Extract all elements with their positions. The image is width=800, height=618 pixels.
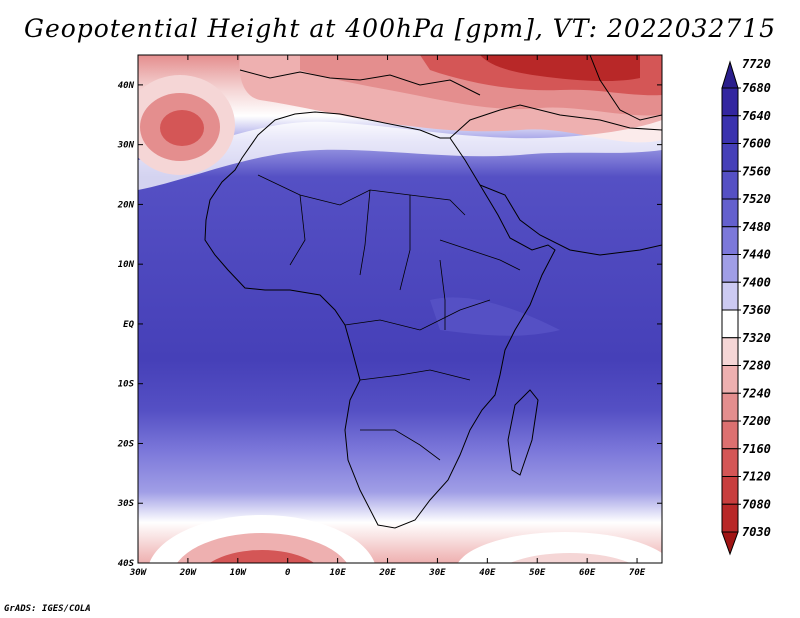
colorbar-label: 7680	[742, 81, 771, 95]
lon-tick-label: 70E	[629, 568, 646, 578]
border-chad-sudan	[399, 195, 411, 291]
colorbar-segment	[721, 115, 739, 144]
north-white-band	[138, 120, 662, 190]
lat-tick-label: 10N	[118, 260, 135, 270]
lat-tick-label: EQ	[123, 320, 134, 330]
colorbar-label: 7560	[742, 164, 771, 178]
colorbar-label: 7600	[742, 137, 771, 151]
lon-tick-label: 10E	[329, 568, 346, 578]
country-borders	[257, 174, 521, 461]
colorbar-label: 7160	[742, 442, 771, 456]
lat-tick-label: 20S	[117, 439, 135, 449]
madagascar-coastline	[507, 389, 539, 476]
lat-tick-label: 30S	[117, 499, 135, 509]
colorbar-segment	[721, 365, 739, 394]
colorbar-label: 7400	[742, 275, 771, 289]
lon-tick-label: 60E	[579, 568, 596, 578]
colorbar-top-arrow	[721, 60, 739, 89]
colorbar-label-min: 7030	[742, 525, 771, 539]
border-horn	[439, 239, 521, 271]
colorbar-label: 7240	[742, 386, 771, 400]
colorbar-label: 7120	[742, 470, 771, 484]
colorbar-label: 7320	[742, 331, 771, 345]
latitude-axis: 40N 30N 20N 10N EQ 10S 20S 30S 40S	[117, 81, 662, 569]
colorbar-segment	[721, 87, 739, 117]
colorbar-label: 7440	[742, 248, 771, 262]
colorbar-segment	[721, 337, 739, 366]
credit-text: GrADS: IGES/COLA	[4, 604, 91, 614]
border-angola-zambia	[359, 369, 471, 381]
colorbar-segment	[721, 281, 739, 311]
colorbar-label: 7640	[742, 109, 771, 123]
colorbar-label: 7520	[742, 192, 771, 206]
border-central	[344, 299, 491, 331]
border-niger-chad	[359, 189, 371, 276]
lon-tick-label: 20E	[378, 568, 396, 578]
geopotential-field	[138, 55, 662, 563]
map-title: Geopotential Height at 400hPa [gpm], VT:…	[23, 14, 777, 43]
lon-tick-label: 40E	[479, 568, 496, 578]
colorbar-segment	[721, 476, 739, 505]
lat-tick-label: 20N	[117, 200, 135, 210]
south-east-low-core	[510, 553, 630, 563]
colorbar-segment	[721, 420, 739, 450]
south-low-mid	[209, 550, 315, 563]
border-mali	[289, 194, 306, 266]
colorbar-segment	[721, 198, 739, 228]
border-south	[360, 429, 441, 461]
caspian-coastline	[589, 55, 662, 121]
lat-tick-label: 40S	[118, 559, 135, 569]
colorbar-label: 7360	[742, 303, 771, 317]
arabia-coastline	[479, 184, 662, 256]
lon-tick-label: 50E	[529, 568, 546, 578]
atlantic-low-core	[160, 110, 204, 146]
colorbar-segment	[721, 170, 739, 200]
europe-coastline	[239, 69, 481, 96]
lon-tick-label: 10W	[230, 568, 248, 578]
africa-coastline	[204, 111, 556, 529]
colorbar-segment	[721, 143, 739, 172]
map-frame	[137, 54, 663, 564]
lon-tick-label: 0	[285, 568, 291, 578]
lon-tick-label: 30W	[129, 568, 148, 578]
south-low-outer	[177, 533, 347, 563]
lon-tick-label: 30E	[428, 568, 446, 578]
colorbar-label: 7480	[742, 220, 771, 234]
lat-tick-label: 40N	[118, 81, 135, 91]
south-east-low-white	[457, 532, 662, 563]
colorbar-label-max: 7720	[742, 57, 771, 71]
coastlines	[204, 55, 662, 529]
colorbar-label: 7280	[742, 359, 771, 373]
longitude-axis: 30W 20W 10W 0 10E 20E 30E 40E 50E 60E 70E	[129, 55, 646, 578]
middle-east-coastline	[449, 104, 662, 139]
border-east	[439, 259, 446, 330]
east-africa-dip	[430, 297, 560, 336]
lat-tick-label: 30N	[117, 141, 135, 151]
colorbar-label: 7200	[742, 414, 771, 428]
colorbar-segment	[721, 448, 739, 477]
colorbar-segment	[721, 503, 739, 533]
north-low-core	[480, 55, 640, 82]
colorbar-bottom-arrow	[721, 531, 739, 556]
colorbar-segment	[721, 254, 739, 283]
colorbar-segment	[721, 309, 739, 339]
lat-tick-label: 10S	[118, 380, 135, 390]
colorbar: 7720 7680 7640 7600 7560 7520 7480 7440 7400 7360…	[721, 57, 771, 556]
colorbar-label: 7080	[742, 497, 771, 511]
colorbar-segment	[721, 392, 739, 422]
colorbar-segment	[721, 226, 739, 255]
lon-tick-label: 20W	[179, 568, 198, 578]
